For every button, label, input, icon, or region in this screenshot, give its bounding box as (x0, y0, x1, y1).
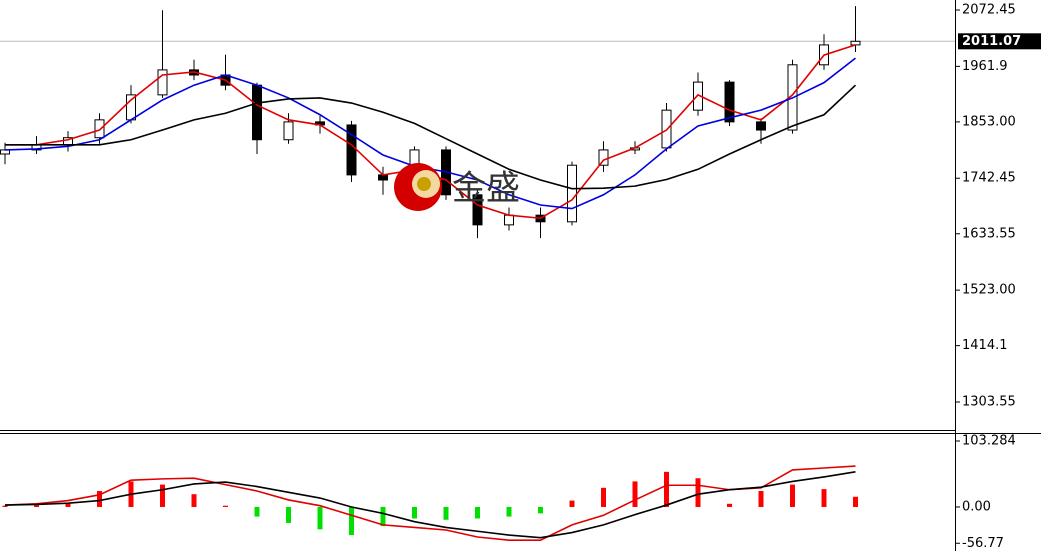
y-tick-label: 1523.00 (962, 283, 1016, 298)
macd-bar (34, 505, 39, 507)
y-tick-label: 1414.1 (962, 338, 1008, 353)
macd-bar (632, 481, 638, 507)
y-tick-label: 1633.55 (962, 226, 1016, 241)
candle-body (756, 121, 766, 131)
macd-bar (254, 506, 260, 517)
macd-bar (286, 506, 291, 523)
y-tick-label: 103.284 (962, 433, 1016, 448)
y-tick-label: 1303.55 (962, 394, 1016, 409)
macd-bar (160, 484, 165, 507)
last-price-label: 2011.07 (962, 34, 1021, 49)
macd-bar (664, 471, 669, 507)
macd-bar (443, 506, 449, 520)
macd-bar (412, 506, 417, 519)
y-tick-label: 1961.9 (962, 59, 1008, 74)
macd-bar (506, 506, 512, 517)
candle-body (252, 84, 262, 141)
macd-bar (790, 484, 795, 507)
y-tick-label: 0.00 (962, 499, 991, 514)
candle-body (693, 81, 703, 111)
macd-bar (569, 500, 575, 507)
ma-line (4, 465, 856, 542)
candle-body (724, 81, 735, 123)
candle-body (567, 164, 577, 223)
macd-bar (380, 506, 386, 527)
candle-body (472, 194, 483, 226)
candle-body (94, 119, 105, 139)
macd-bar (475, 506, 480, 519)
macd-bar (821, 489, 827, 507)
candle-body (126, 94, 136, 121)
candle-body (504, 214, 514, 226)
macd-bar (349, 506, 354, 536)
macd-bar (2, 505, 8, 507)
macd-bar (538, 506, 543, 514)
macd-bar (758, 491, 764, 507)
macd-bar (65, 503, 71, 507)
ma-line (4, 471, 856, 539)
watermark-logo (394, 163, 442, 211)
macd-bar (317, 506, 323, 530)
candle-body (157, 69, 168, 96)
macd-bar (191, 494, 197, 507)
macd-bar (97, 491, 102, 507)
y-tick-label: -56.77 (962, 536, 1004, 551)
macd-bar (727, 503, 732, 507)
macd-bar (695, 478, 701, 507)
macd-bar (223, 505, 228, 507)
y-tick-label: 1853.00 (962, 114, 1016, 129)
watermark: 金盛 (452, 169, 520, 209)
macd-bar (601, 487, 606, 507)
candle-body (850, 40, 861, 46)
y-tick-label: 1742.45 (962, 171, 1016, 186)
macd-bar (853, 496, 858, 507)
candle-body (283, 121, 294, 141)
last-price-box (958, 33, 1041, 50)
ma-line (5, 84, 857, 190)
y-tick-label: 2072.45 (962, 3, 1016, 18)
